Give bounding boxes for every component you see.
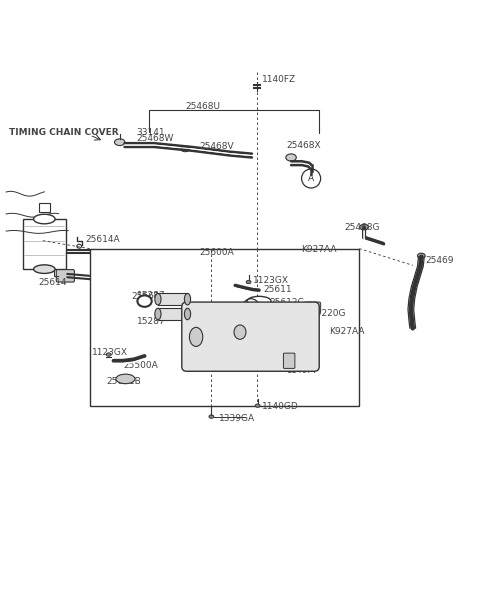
Ellipse shape — [246, 280, 251, 283]
Ellipse shape — [360, 224, 368, 230]
Text: 25614A: 25614A — [85, 234, 120, 243]
Text: A: A — [248, 302, 254, 311]
Text: K927AA: K927AA — [301, 245, 336, 254]
Ellipse shape — [34, 265, 55, 273]
Text: 25468G: 25468G — [344, 223, 380, 232]
Text: 25468X: 25468X — [287, 141, 322, 149]
Bar — [158, 293, 188, 305]
Ellipse shape — [286, 154, 296, 161]
Ellipse shape — [137, 296, 152, 307]
Text: 25661: 25661 — [131, 292, 160, 301]
Text: 25612C: 25612C — [270, 297, 304, 307]
FancyBboxPatch shape — [56, 270, 74, 282]
Ellipse shape — [418, 253, 425, 259]
Ellipse shape — [116, 374, 135, 384]
Ellipse shape — [181, 146, 190, 152]
FancyBboxPatch shape — [304, 302, 321, 313]
Ellipse shape — [255, 404, 260, 407]
Text: A: A — [308, 174, 314, 183]
Ellipse shape — [77, 245, 82, 248]
FancyBboxPatch shape — [283, 353, 295, 368]
Ellipse shape — [190, 327, 203, 347]
Text: 1123GX: 1123GX — [92, 348, 128, 357]
Text: 33141: 33141 — [136, 128, 165, 137]
Ellipse shape — [209, 415, 214, 418]
Text: 39220G: 39220G — [311, 308, 346, 317]
Text: TIMING CHAIN COVER: TIMING CHAIN COVER — [9, 128, 118, 137]
Text: 25611: 25611 — [263, 285, 291, 294]
Text: 1140FY: 1140FY — [286, 366, 317, 375]
Ellipse shape — [247, 296, 271, 306]
Ellipse shape — [234, 325, 246, 339]
Text: 25468V: 25468V — [199, 143, 234, 152]
Ellipse shape — [34, 214, 55, 224]
Bar — [38, 203, 50, 212]
Bar — [158, 308, 188, 320]
Text: 1140GD: 1140GD — [262, 402, 298, 410]
Text: K927AA: K927AA — [329, 327, 364, 336]
Text: 15287: 15287 — [137, 317, 166, 326]
Text: 15287: 15287 — [137, 291, 166, 300]
Ellipse shape — [107, 353, 111, 356]
Text: 1140FZ: 1140FZ — [262, 75, 296, 84]
Ellipse shape — [155, 308, 161, 320]
Ellipse shape — [294, 250, 300, 254]
Text: 25631B: 25631B — [107, 378, 141, 386]
Text: 25500A: 25500A — [123, 361, 158, 370]
Text: 1339GA: 1339GA — [218, 415, 255, 424]
Ellipse shape — [155, 293, 161, 305]
Text: 25469: 25469 — [425, 256, 454, 265]
Text: 25468U: 25468U — [185, 103, 220, 111]
Ellipse shape — [184, 308, 191, 320]
Text: 91990: 91990 — [286, 359, 312, 368]
Ellipse shape — [115, 139, 125, 146]
Bar — [23, 219, 66, 269]
Text: 25600A: 25600A — [199, 248, 234, 257]
Ellipse shape — [322, 331, 328, 336]
FancyBboxPatch shape — [182, 302, 319, 371]
Text: 25614: 25614 — [38, 279, 67, 288]
Bar — [90, 249, 360, 406]
Text: 25620A: 25620A — [202, 362, 237, 371]
Ellipse shape — [184, 293, 191, 305]
Text: 1123GX: 1123GX — [253, 276, 289, 285]
Text: 25468W: 25468W — [136, 134, 173, 143]
